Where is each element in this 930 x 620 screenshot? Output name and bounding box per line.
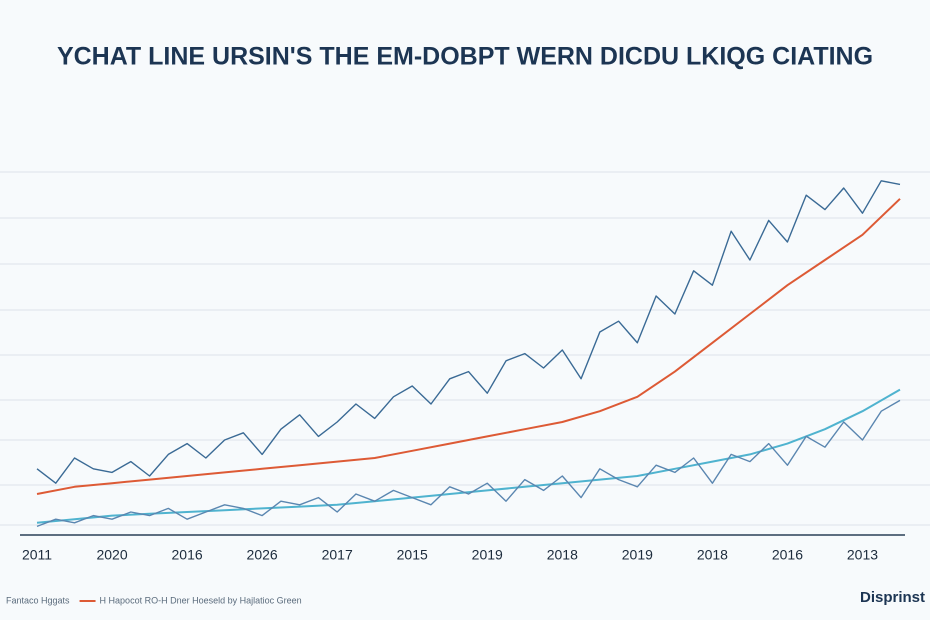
chart-title: YCHAT LINE URSIN'S THE EM-DOBPT WERN DIC… [57,43,873,71]
line [36,198,901,495]
x-tick-label: 2011 [22,547,52,563]
line [36,399,901,528]
x-tick-label: 2016 [772,547,803,563]
x-tick-label: 2015 [397,547,428,563]
line [36,180,901,484]
line [36,388,901,524]
x-tick-label: 2017 [322,547,353,563]
watermark: Disprinst [860,589,925,606]
x-tick-label: 2019 [622,547,653,563]
x-tick-label: 2016 [172,547,203,563]
x-tick-label: 2018 [697,547,728,563]
x-tick-label: 2020 [96,547,127,563]
grid [0,171,930,526]
legend-label: Fantaco Hggats [6,595,70,605]
x-tick-label: 2018 [547,547,578,563]
legend-label: H Hapocot RO-H Dner Hoeseld by Hajlatioc… [100,595,302,605]
x-tick-label: 2019 [472,547,503,563]
x-tick-label: 2013 [847,547,878,563]
x-tick-label: 2026 [247,547,278,563]
